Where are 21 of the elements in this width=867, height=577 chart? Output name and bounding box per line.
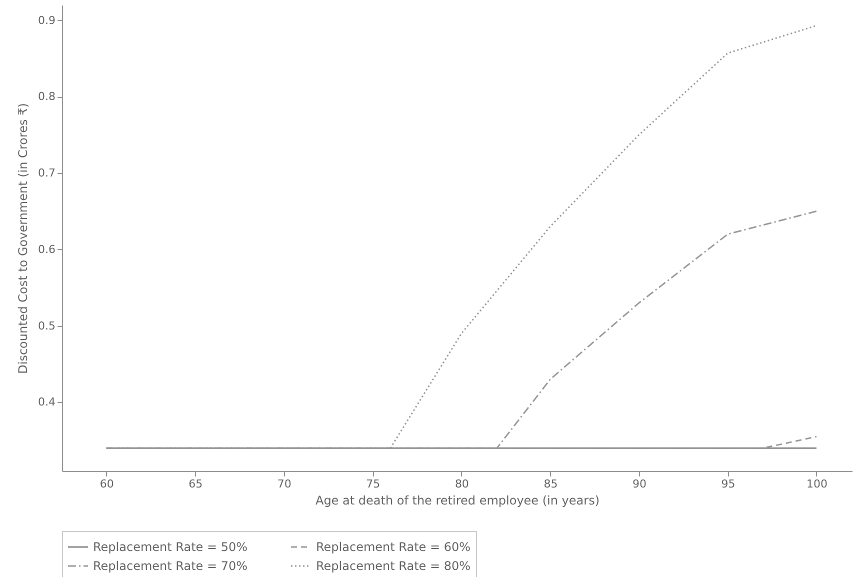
y-tick-label: 0.5 <box>38 319 56 332</box>
y-tick-label: 0.6 <box>38 242 56 256</box>
y-axis-title: Discounted Cost to Government (in Crores ₹) <box>16 103 30 374</box>
legend-label: Replacement Rate = 60% <box>316 540 471 554</box>
x-tick-label: 95 <box>721 478 736 490</box>
y-tick-label: 0.8 <box>38 90 56 104</box>
x-tick-label: 75 <box>366 478 380 490</box>
y-tick-label: 0.9 <box>38 14 56 27</box>
x-tick-label: 85 <box>544 478 558 490</box>
x-tick-label: 60 <box>100 478 114 490</box>
x-tick-label: 70 <box>277 478 292 490</box>
legend-label: Replacement Rate = 70% <box>93 559 248 573</box>
x-tick-label: 90 <box>632 478 646 490</box>
y-tick-label: 0.4 <box>38 396 56 409</box>
x-tick-label: 100 <box>806 478 828 490</box>
x-tick-label: 80 <box>454 478 469 490</box>
x-tick-label: 65 <box>188 478 203 490</box>
y-tick-label: 0.7 <box>38 166 56 180</box>
legend-label: Replacement Rate = 80% <box>316 559 471 573</box>
x-axis-title: Age at death of the retired employee (in years) <box>315 494 600 508</box>
legend-label: Replacement Rate = 50% <box>93 540 248 554</box>
